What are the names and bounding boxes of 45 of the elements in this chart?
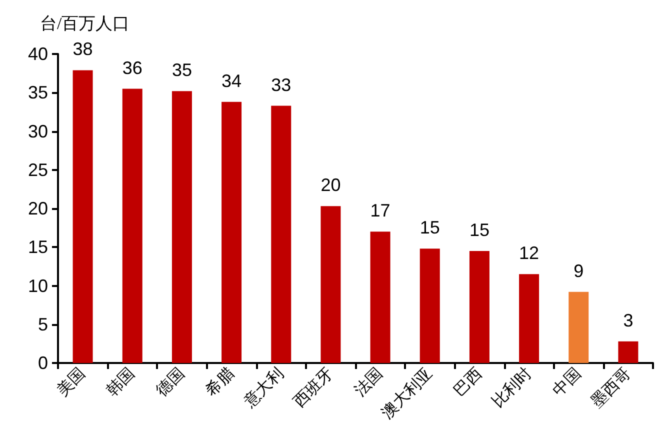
bar xyxy=(72,70,93,363)
x-tick-label: 比利时 xyxy=(488,364,536,411)
x-tick-label: 巴西 xyxy=(450,364,486,400)
data-label: 15 xyxy=(420,218,440,238)
data-label: 12 xyxy=(519,243,540,264)
data-label: 36 xyxy=(122,58,142,78)
y-tick-label: 10 xyxy=(28,276,48,296)
y-tick-label: 5 xyxy=(38,314,48,334)
x-tick-label: 韩国 xyxy=(103,364,138,400)
x-tick-label: 墨西哥 xyxy=(588,364,634,411)
bar xyxy=(469,250,490,363)
x-tick-label: 法国 xyxy=(350,364,386,400)
y-tick-label: 40 xyxy=(28,44,48,64)
bar xyxy=(618,341,638,363)
bar xyxy=(222,102,242,363)
bar xyxy=(271,106,292,363)
data-label: 34 xyxy=(222,70,242,91)
data-label: 20 xyxy=(320,175,341,196)
data-label: 17 xyxy=(370,200,390,221)
y-tick-label: 30 xyxy=(28,121,48,142)
data-label: 33 xyxy=(271,74,292,95)
data-label: 9 xyxy=(574,260,584,281)
y-axis-title: 台/百万人口 xyxy=(40,14,130,33)
bar xyxy=(122,88,142,363)
x-tick-label: 德国 xyxy=(153,364,188,400)
x-tick-label: 中国 xyxy=(549,364,585,400)
data-label: 35 xyxy=(172,60,192,80)
x-tick-label: 希腊 xyxy=(202,364,238,400)
bar xyxy=(370,232,390,363)
x-tick-label: 美国 xyxy=(53,364,89,400)
y-tick-label: 35 xyxy=(28,82,48,103)
data-label: 15 xyxy=(469,220,490,240)
x-tick-label: 西班牙 xyxy=(290,364,337,411)
y-tick-label: 0 xyxy=(38,353,48,373)
y-tick-label: 15 xyxy=(28,237,48,258)
y-tick-label: 25 xyxy=(28,160,48,180)
data-label: 3 xyxy=(623,310,634,330)
bar xyxy=(420,248,440,363)
bar xyxy=(320,206,341,363)
bar xyxy=(568,292,589,363)
bar xyxy=(172,91,192,363)
x-tick-label: 意大利 xyxy=(240,364,288,412)
y-tick-label: 20 xyxy=(28,198,48,218)
bar xyxy=(519,274,540,363)
data-label: 38 xyxy=(72,39,93,60)
